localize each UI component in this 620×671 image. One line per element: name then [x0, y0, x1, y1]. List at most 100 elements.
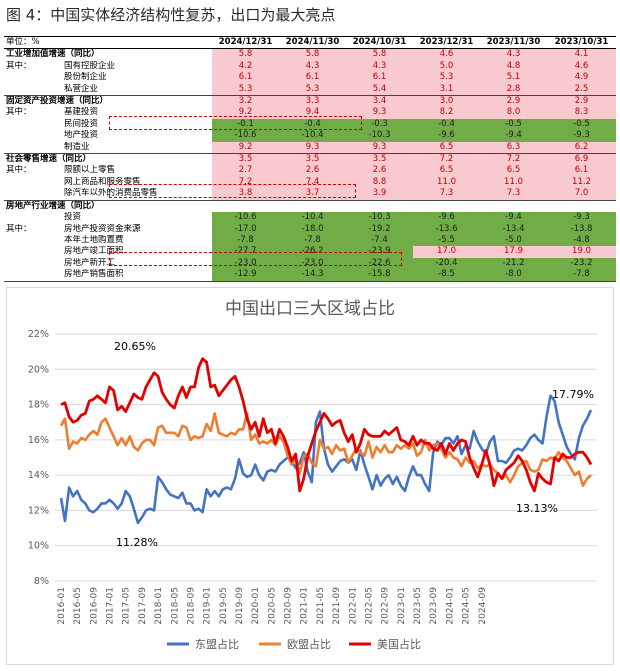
table-cell: -19.2: [346, 223, 414, 235]
table-cell: 7.4: [279, 176, 347, 189]
table-cell: -17.0: [212, 223, 280, 235]
table-cell: 9.4: [279, 107, 347, 119]
table-cell: -0.5: [480, 118, 548, 131]
x-tick-label: 2020-09: [284, 587, 294, 625]
x-tick-label: 2020-01: [251, 587, 261, 625]
x-tick-label: 2018-01: [154, 587, 164, 625]
legend-entry: 欧盟占比: [287, 637, 331, 651]
table-cell: 5.3: [212, 83, 280, 96]
group-title: 固定资产投资增速（同比）: [4, 95, 213, 108]
table-cell: -8.5: [413, 269, 481, 282]
table-row: 其中： 房地产投资资金来源 -17.0 -18.0 -19.2 -13.6 -13.4 -13…: [4, 223, 617, 235]
row-sub-label: [4, 188, 62, 200]
y-tick-label: 18%: [28, 400, 49, 411]
table-cell: 9.2: [212, 141, 280, 154]
table-cell: -7.4: [346, 234, 414, 247]
table-cell: -12.9: [212, 269, 280, 282]
table-row: 房地产新开工 -23.0 -23.0 -22.6 -20.4 -21.2 -23.2: [4, 257, 617, 270]
table-row: 私营企业 5.3 5.3 5.4 3.1 2.8 2.5: [4, 83, 617, 96]
y-tick-label: 8%: [34, 576, 49, 587]
table-cell: 3.8: [212, 188, 280, 201]
x-tick-label: 2018-09: [186, 587, 196, 625]
row-label: 除汽车以外的消费品零售: [64, 188, 158, 199]
table-cell: 17.0: [413, 246, 481, 258]
table-cell: -5.0: [480, 234, 548, 247]
x-tick-label: 2021-01: [300, 587, 310, 625]
x-tick-label: 2024-09: [478, 587, 488, 625]
group-title: 社会零售增速（同比）: [4, 153, 213, 166]
table-cell: 8.2: [413, 107, 481, 119]
x-tick-label: 2021-05: [316, 587, 326, 625]
row-label: 房地产竣工面积: [64, 246, 124, 257]
row-sub-label: 其中：: [6, 165, 32, 176]
table-cell: -5.5: [413, 234, 481, 247]
y-tick-label: 14%: [28, 470, 49, 481]
table-cell: -13.6: [413, 223, 481, 235]
table-cell: 4.8: [480, 60, 548, 73]
table-cell: -20.4: [413, 257, 481, 270]
export-share-chart-svg: 中国出口三大区域占比 8% 10% 12% 14% 16% 18% 20% 22% 2016-01…: [28, 299, 597, 651]
macro-data-table-wrapper: 单位：% 2024/12/31 2024/11/30 2024/10/31 20…: [4, 35, 617, 282]
table-cell: 2.9: [480, 95, 548, 108]
table-cell: 6.1: [346, 72, 414, 84]
table-cell: 4.3: [480, 48, 548, 61]
table-cell: -9.6: [413, 130, 481, 142]
y-tick-label: 12%: [28, 505, 49, 516]
row-label: 房地产销售面积: [62, 269, 213, 282]
x-tick-label: 2016-01: [57, 587, 67, 625]
table-cell: -10.3: [346, 212, 414, 224]
table-cell: 3.3: [279, 95, 347, 108]
macro-data-table: 单位：% 2024/12/31 2024/11/30 2024/10/31 20…: [4, 35, 617, 282]
x-tick-label: 2023-05: [413, 587, 423, 625]
row-sub-label: [4, 130, 62, 141]
x-tick-label: 2021-09: [332, 587, 342, 625]
row-sub-label: 其中：: [6, 223, 32, 234]
table-cell: 7.2: [212, 176, 280, 189]
table-cell: -0.3: [346, 118, 414, 131]
table-cell: 6.1: [212, 72, 280, 84]
y-tick-label: 16%: [28, 435, 49, 446]
table-cell: 11.0: [480, 176, 548, 189]
data-annotation: 20.65%: [114, 340, 156, 353]
table-cell: -14.3: [279, 269, 347, 282]
table-cell: 7.3: [413, 188, 481, 201]
x-tick-label: 2017-09: [138, 587, 148, 625]
table-cell: -0.5: [547, 118, 617, 131]
row-label: 本年土地购置费: [64, 234, 124, 245]
row-sub-label: [4, 84, 62, 96]
table-row: 股份制企业 6.1 6.1 6.1 5.3 5.1 4.9: [4, 72, 617, 84]
x-tick-label: 2022-01: [348, 587, 358, 625]
table-row: 本年土地购置费 -7.8 -7.8 -7.4 -5.5 -5.0 -4.8: [4, 234, 617, 247]
column-header: 2024/11/30: [279, 35, 347, 50]
table-cell: 6.1: [279, 72, 347, 84]
table-cell: -7.8: [212, 234, 280, 247]
table-row: 网上商品和服务零售 7.2 7.4 8.8 11.0 11.0 11.2: [4, 176, 617, 189]
row-label: 制造业: [64, 141, 90, 152]
x-tick-label: 2022-05: [364, 587, 374, 625]
table-cell: 2.8: [480, 83, 548, 96]
chart-title: 中国出口三大区域占比: [225, 299, 395, 319]
x-tick-label: 2023-09: [429, 587, 439, 625]
table-cell: 19.0: [547, 246, 617, 258]
row-sub-label: [4, 72, 62, 83]
table-cell: 2.6: [346, 165, 414, 177]
table-row: 地产投资 -10.6 -10.4 -10.3 -9.6 -9.4 -9.3: [4, 130, 617, 142]
table-cell: 3.4: [346, 95, 414, 108]
y-tick-label: 20%: [28, 364, 49, 375]
column-header: 2024/10/31: [346, 35, 414, 50]
table-row: 其中： 国有控股企业 4.2 4.3 4.3 5.0 4.8 4.6: [4, 60, 617, 73]
table-cell: 4.6: [547, 60, 617, 73]
table-cell: 5.3: [413, 72, 481, 84]
table-cell: -10.3: [346, 130, 414, 142]
table-cell: 6.5: [480, 165, 548, 177]
table-cell: 11.2: [547, 176, 617, 189]
table-cell: -9.4: [480, 130, 548, 142]
table-row: 社会零售增速（同比） 3.5 3.5 3.5 7.2 7.2 6.9: [4, 153, 617, 166]
table-header-row: 单位：% 2024/12/31 2024/11/30 2024/10/31 20…: [4, 35, 617, 50]
table-row: 房地产销售面积 -12.9 -14.3 -15.8 -8.5 -8.0 -7.8: [4, 269, 617, 282]
x-tick-label: 2024-05: [462, 587, 472, 625]
row-sub-label: [4, 119, 62, 130]
table-cell: 3.5: [212, 153, 280, 166]
table-row: 其中： 基建投资 9.2 9.4 9.3 8.2 8.0 8.3: [4, 107, 617, 119]
table-cell: 5.0: [413, 60, 481, 73]
